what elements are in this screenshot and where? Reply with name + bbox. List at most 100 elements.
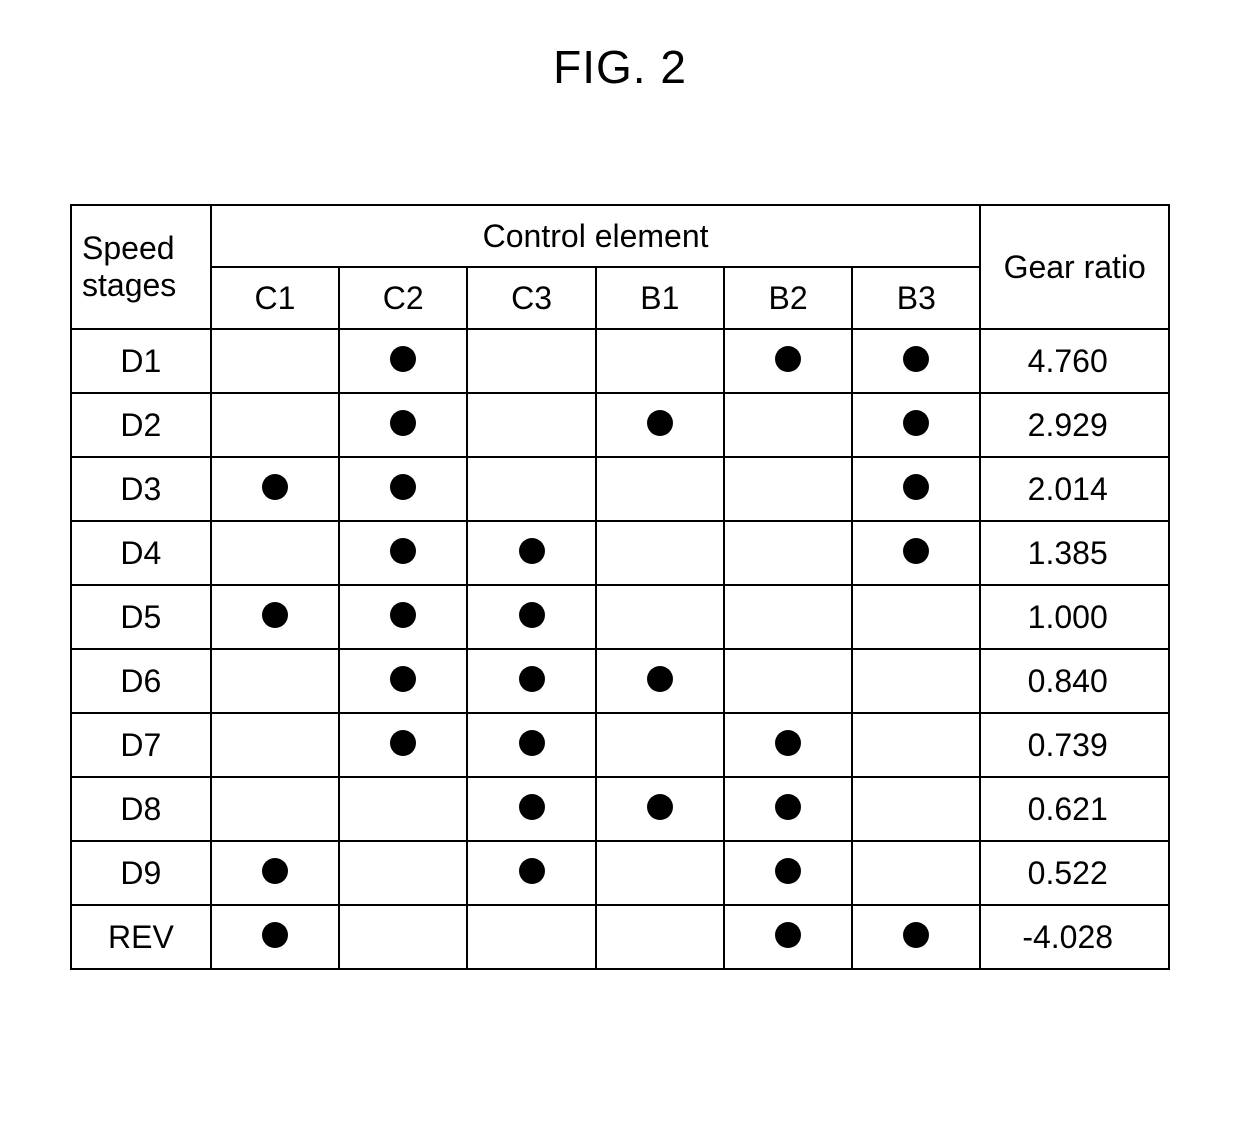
- engagement-cell: [852, 585, 980, 649]
- gear-ratio-cell: 0.621: [980, 777, 1169, 841]
- engagement-cell: [211, 329, 339, 393]
- engagement-cell: [852, 713, 980, 777]
- engagement-cell: [339, 393, 467, 457]
- engagement-cell: [339, 329, 467, 393]
- table-row: REV -4.028: [71, 905, 1169, 969]
- engagement-cell: [852, 329, 980, 393]
- engaged-dot-icon: [390, 666, 416, 692]
- gear-ratio-cell: 4.760: [980, 329, 1169, 393]
- engaged-dot-icon: [775, 922, 801, 948]
- engaged-dot-icon: [262, 602, 288, 628]
- table-row: D60.840: [71, 649, 1169, 713]
- engaged-dot-icon: [262, 474, 288, 500]
- engagement-cell: [724, 457, 852, 521]
- gear-engagement-table: Speed stages Control element Gear ratio …: [70, 204, 1170, 970]
- header-control-element-group: Control element: [211, 205, 981, 267]
- engaged-dot-icon: [262, 858, 288, 884]
- engagement-cell: [467, 393, 595, 457]
- engagement-cell: [467, 905, 595, 969]
- stage-cell: D5: [71, 585, 211, 649]
- stage-cell: D6: [71, 649, 211, 713]
- engagement-cell: [467, 713, 595, 777]
- engagement-cell: [211, 521, 339, 585]
- engagement-cell: [339, 521, 467, 585]
- header-gear-ratio: Gear ratio: [980, 205, 1169, 329]
- engaged-dot-icon: [519, 538, 545, 564]
- engagement-cell: [211, 713, 339, 777]
- figure-title: FIG. 2: [553, 40, 687, 94]
- table-body: D14.760D22.929D32.014D41.385D51.000D60.8…: [71, 329, 1169, 969]
- engaged-dot-icon: [519, 858, 545, 884]
- engagement-cell: [596, 841, 724, 905]
- engagement-cell: [467, 457, 595, 521]
- header-col-c3: C3: [467, 267, 595, 329]
- engagement-cell: [852, 457, 980, 521]
- stage-cell: D7: [71, 713, 211, 777]
- engaged-dot-icon: [775, 794, 801, 820]
- engaged-dot-icon: [903, 538, 929, 564]
- table-row: D4 1.385: [71, 521, 1169, 585]
- engaged-dot-icon: [903, 346, 929, 372]
- engaged-dot-icon: [519, 730, 545, 756]
- engaged-dot-icon: [390, 474, 416, 500]
- engaged-dot-icon: [390, 410, 416, 436]
- engaged-dot-icon: [903, 410, 929, 436]
- gear-ratio-cell: -4.028: [980, 905, 1169, 969]
- gear-ratio-cell: 1.385: [980, 521, 1169, 585]
- engagement-cell: [339, 713, 467, 777]
- table-row: D7 0.739: [71, 713, 1169, 777]
- engagement-cell: [596, 777, 724, 841]
- engagement-cell: [339, 457, 467, 521]
- engagement-cell: [596, 905, 724, 969]
- engagement-cell: [724, 777, 852, 841]
- engaged-dot-icon: [647, 410, 673, 436]
- engaged-dot-icon: [775, 858, 801, 884]
- engagement-cell: [596, 457, 724, 521]
- engagement-cell: [724, 841, 852, 905]
- engagement-cell: [724, 585, 852, 649]
- engaged-dot-icon: [647, 794, 673, 820]
- engaged-dot-icon: [519, 602, 545, 628]
- stage-cell: D4: [71, 521, 211, 585]
- table-row: D8 0.621: [71, 777, 1169, 841]
- gear-ratio-cell: 1.000: [980, 585, 1169, 649]
- stage-cell: D1: [71, 329, 211, 393]
- engagement-cell: [596, 713, 724, 777]
- engagement-cell: [339, 905, 467, 969]
- engaged-dot-icon: [390, 602, 416, 628]
- engagement-cell: [211, 585, 339, 649]
- table-row: D5 1.000: [71, 585, 1169, 649]
- stage-cell: D3: [71, 457, 211, 521]
- engagement-cell: [339, 649, 467, 713]
- stage-cell: D8: [71, 777, 211, 841]
- table-row: D90.522: [71, 841, 1169, 905]
- engaged-dot-icon: [775, 730, 801, 756]
- engaged-dot-icon: [390, 538, 416, 564]
- gear-ratio-cell: 2.014: [980, 457, 1169, 521]
- engagement-cell: [339, 585, 467, 649]
- engaged-dot-icon: [775, 346, 801, 372]
- gear-ratio-cell: 0.522: [980, 841, 1169, 905]
- gear-ratio-cell: 0.739: [980, 713, 1169, 777]
- engagement-cell: [852, 905, 980, 969]
- engagement-cell: [596, 521, 724, 585]
- engagement-cell: [211, 905, 339, 969]
- engagement-cell: [467, 841, 595, 905]
- stage-cell: REV: [71, 905, 211, 969]
- engaged-dot-icon: [647, 666, 673, 692]
- engaged-dot-icon: [903, 922, 929, 948]
- engagement-cell: [211, 777, 339, 841]
- engagement-cell: [467, 521, 595, 585]
- engagement-cell: [211, 841, 339, 905]
- engagement-cell: [339, 841, 467, 905]
- header-col-c2: C2: [339, 267, 467, 329]
- engagement-cell: [596, 585, 724, 649]
- engagement-cell: [724, 905, 852, 969]
- engagement-cell: [211, 457, 339, 521]
- engagement-cell: [467, 585, 595, 649]
- engagement-cell: [724, 521, 852, 585]
- table-row: D3 2.014: [71, 457, 1169, 521]
- engagement-cell: [852, 649, 980, 713]
- engaged-dot-icon: [262, 922, 288, 948]
- engagement-cell: [724, 713, 852, 777]
